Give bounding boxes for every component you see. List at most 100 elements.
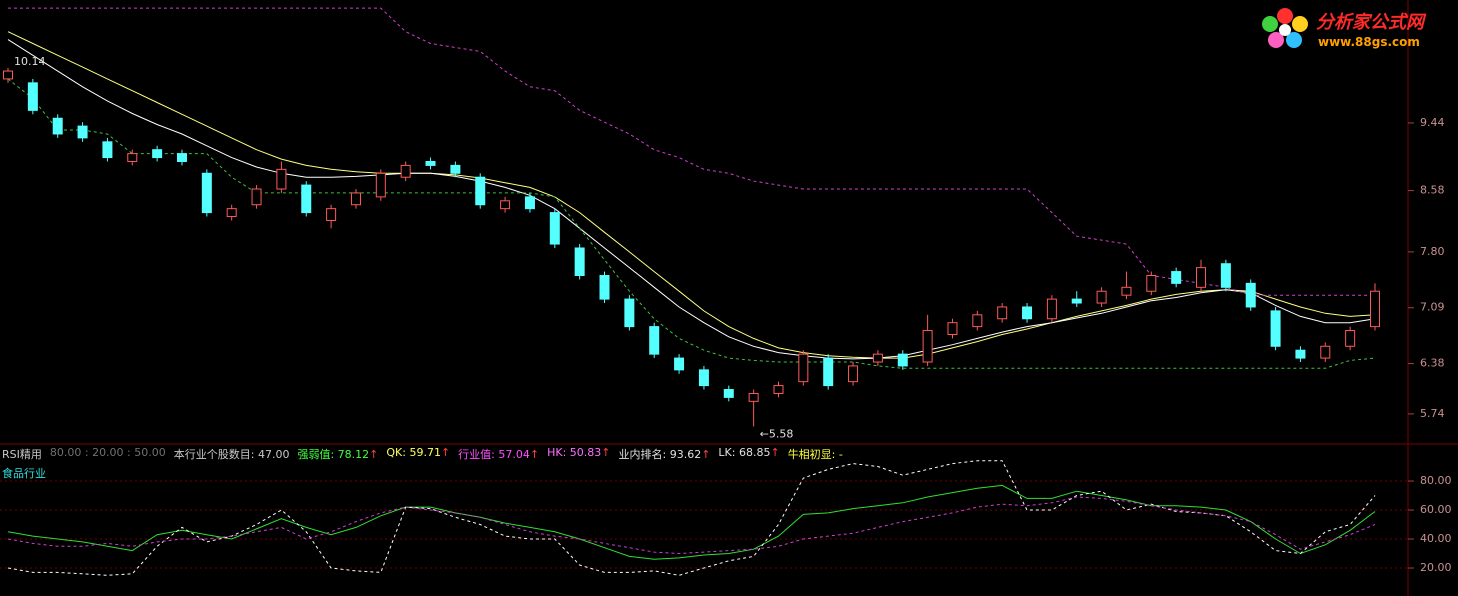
indicator-line [7, 31, 1376, 359]
candle-body [1196, 267, 1207, 288]
indicator-value: 行业值: 57.04↑ [458, 446, 539, 462]
y-tick-label: 20.00 [1420, 561, 1452, 574]
indicator-text: 本行业个股数目: 47.00 [173, 448, 290, 461]
indicator-text: 行业值: 57.04 [458, 448, 530, 461]
candle-body [1320, 345, 1331, 359]
trend-arrow: ↑ [369, 448, 379, 461]
candle-body [674, 357, 685, 371]
indicator-value: 业内排名: 93.62↑ [619, 446, 711, 462]
candle-body [1146, 275, 1157, 292]
trend-arrow: ↑ [601, 446, 611, 459]
candle-body [350, 192, 361, 206]
indicator-text: 强弱值: 78.12 [297, 448, 370, 461]
indicator-text: HK: 50.83 [547, 446, 602, 459]
indicator-title: RSI精用 [2, 448, 42, 461]
candle-body [748, 392, 759, 402]
logo-url: www.88gs.com [1318, 35, 1420, 49]
indicator-line [7, 39, 1376, 360]
indicator-line [7, 78, 1376, 369]
low-annotation: ←5.58 [760, 427, 794, 440]
candle-body [574, 247, 585, 277]
candle-body [1270, 310, 1281, 347]
logo-title: 分析家公式网 [1316, 12, 1424, 33]
candle-body [922, 330, 933, 363]
y-tick-label: 80.00 [1420, 474, 1452, 487]
indicator-line [8, 7, 1375, 296]
candle-body [649, 326, 660, 355]
candle-body [425, 160, 436, 166]
candle-body [77, 125, 88, 139]
logo-icon [1262, 8, 1308, 48]
y-tick-label: 40.00 [1420, 532, 1452, 545]
candle-body [3, 70, 13, 80]
trend-arrow: ↑ [770, 446, 780, 459]
candle-body [400, 164, 411, 178]
candle-body [1220, 263, 1231, 288]
candle-body [226, 208, 237, 218]
candle-body [52, 117, 63, 135]
candle-body [1295, 349, 1306, 359]
candle-body [176, 153, 187, 162]
indicator-value: LK: 68.85↑ [718, 446, 779, 462]
candle-body [972, 314, 983, 328]
candle-body [1370, 290, 1380, 328]
y-tick-label: 6.38 [1420, 357, 1445, 370]
candle-body [301, 184, 312, 214]
indicator-value: 牛相初显: - [788, 446, 843, 462]
candle-body [798, 353, 809, 383]
candle-body [102, 141, 113, 159]
candle-body [1046, 298, 1057, 320]
trend-arrow: ↑ [701, 448, 711, 461]
indicator-value: 强弱值: 78.12↑ [297, 446, 378, 462]
y-tick-label: 5.74 [1420, 407, 1445, 420]
indicator-line [7, 484, 1376, 560]
indicator-header: RSI精用 80.00 : 20.00 : 50.00 本行业个股数目: 47.… [2, 446, 843, 462]
indicator-value: 本行业个股数目: 47.00 [174, 446, 290, 462]
candle-body [698, 369, 709, 387]
y-tick-label: 7.09 [1420, 301, 1445, 314]
candle-body [723, 389, 734, 398]
indicator-params: 80.00 : 20.00 : 50.00 [49, 446, 166, 459]
candle-body [1121, 286, 1132, 296]
candle-body [1171, 271, 1182, 284]
candle-body [152, 149, 163, 159]
candle-body [624, 298, 635, 328]
y-tick-label: 60.00 [1420, 503, 1452, 516]
candle-body [897, 353, 908, 367]
indicator-text: QK: 59.71 [386, 446, 441, 459]
indicator-line [7, 460, 1376, 576]
candle-body [500, 200, 511, 210]
candle-body [1096, 290, 1107, 304]
candle-body [997, 306, 1008, 320]
candle-body [599, 275, 610, 300]
candle-body [872, 353, 883, 363]
indicator-line [7, 496, 1376, 555]
indicator-text: LK: 68.85 [718, 446, 771, 459]
indicator-text: 牛相初显: - [787, 448, 843, 461]
indicator-text: 业内排名: 93.62 [618, 448, 702, 461]
candle-body [848, 365, 859, 383]
candle-body [475, 176, 486, 206]
candle-body [251, 188, 262, 206]
candle-body [1022, 306, 1033, 320]
candle-body [375, 172, 386, 198]
candle-body [27, 82, 38, 111]
y-tick-label: 9.44 [1420, 116, 1445, 129]
candle-body [549, 212, 560, 245]
indicator-value: HK: 50.83↑ [547, 446, 610, 462]
indicator-value: QK: 59.71↑ [386, 446, 450, 462]
candle-body [1345, 330, 1356, 347]
candle-body [823, 357, 834, 387]
candle-body [947, 322, 958, 335]
trend-arrow: ↑ [440, 446, 451, 459]
candle-body [773, 385, 784, 394]
candle-body [201, 172, 212, 214]
high-annotation: 10.14 [14, 55, 46, 68]
candle-body [127, 153, 138, 162]
trend-arrow: ↑ [529, 448, 540, 461]
candle-body [524, 196, 535, 210]
candle-body [1245, 282, 1256, 308]
candle-body [276, 168, 287, 190]
